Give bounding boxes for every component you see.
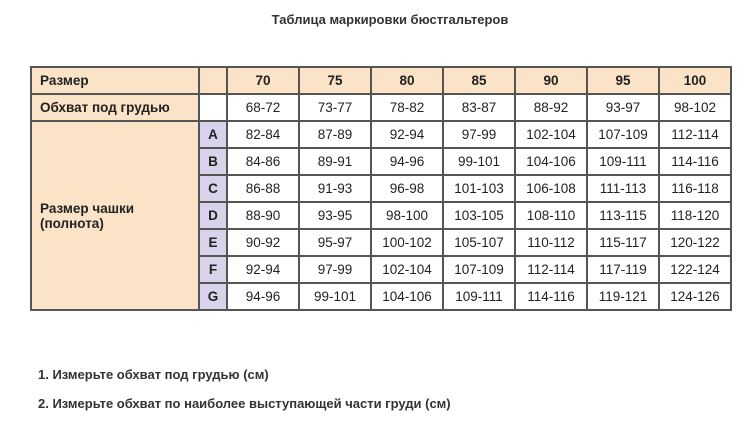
underbust-value: 83-87	[442, 93, 516, 122]
cup-row: Размер чашки (полнота) A 82-84 87-89 92-94 97…	[30, 120, 732, 311]
bra-size-table: Размер 70 75 80 85 90 95 100 Обхват под грудью 68…	[30, 66, 732, 311]
underbust-value: 78-82	[370, 93, 444, 122]
cup-value: 114-116	[658, 147, 732, 176]
cup-value: 122-124	[658, 255, 732, 284]
size-header: 100	[658, 66, 732, 95]
cup-value: 106-108	[514, 174, 588, 203]
cup-value: 120-122	[658, 228, 732, 257]
header-row: Размер 70 75 80 85 90 95 100	[30, 66, 732, 95]
empty-cell	[198, 93, 228, 122]
cup-value: 113-115	[586, 201, 660, 230]
underbust-value: 93-97	[586, 93, 660, 122]
cup-row: E 90-92 95-97 100-102 105-107 110-112 115-117 1…	[31, 228, 732, 257]
cup-value: 92-94	[370, 120, 444, 149]
cup-value: 84-86	[226, 147, 300, 176]
cup-letter: F	[198, 255, 228, 284]
cup-row: G 94-96 99-101 104-106 109-111 114-116 119-121…	[31, 282, 732, 311]
cup-value: 91-93	[298, 174, 372, 203]
underbust-value: 73-77	[298, 93, 372, 122]
cup-value: 105-107	[442, 228, 516, 257]
size-header: 70	[226, 66, 300, 95]
cup-row: C 86-88 91-93 96-98 101-103 106-108 111-113 116…	[31, 174, 732, 203]
cup-row: D 88-90 93-95 98-100 103-105 108-110 113-115 11…	[31, 201, 732, 230]
size-header: 75	[298, 66, 372, 95]
underbust-value: 68-72	[226, 93, 300, 122]
underbust-row: Обхват под грудью 68-72 73-77 78-82 83-87 88-…	[30, 93, 732, 122]
cup-letter: A	[198, 120, 228, 149]
cup-value: 82-84	[226, 120, 300, 149]
cup-letter: D	[198, 201, 228, 230]
size-header: 95	[586, 66, 660, 95]
cup-value: 109-111	[586, 147, 660, 176]
size-header: 85	[442, 66, 516, 95]
cup-value: 97-99	[442, 120, 516, 149]
cup-value: 104-106	[370, 282, 444, 311]
cup-value: 86-88	[226, 174, 300, 203]
cup-row: F 92-94 97-99 102-104 107-109 112-114 117-119 1…	[31, 255, 732, 284]
cup-value: 94-96	[370, 147, 444, 176]
cup-value: 118-120	[658, 201, 732, 230]
cup-value: 101-103	[442, 174, 516, 203]
underbust-value: 98-102	[658, 93, 732, 122]
cup-value: 107-109	[442, 255, 516, 284]
table-title: Таблица маркировки бюстгальтеров	[271, 12, 509, 27]
cup-value: 124-126	[658, 282, 732, 311]
cup-value: 96-98	[370, 174, 444, 203]
cup-value: 100-102	[370, 228, 444, 257]
cup-row: B 84-86 89-91 94-96 99-101 104-106 109-111 114-…	[31, 147, 732, 176]
cup-value: 90-92	[226, 228, 300, 257]
size-label: Размер	[30, 66, 200, 95]
cup-value: 89-91	[298, 147, 372, 176]
cup-value: 117-119	[586, 255, 660, 284]
cup-value: 95-97	[298, 228, 372, 257]
cup-value: 112-114	[514, 255, 588, 284]
cup-value: 99-101	[298, 282, 372, 311]
underbust-value: 88-92	[514, 93, 588, 122]
cup-value: 112-114	[658, 120, 732, 149]
cup-label: Размер чашки (полнота)	[30, 120, 200, 311]
cup-value: 110-112	[514, 228, 588, 257]
cup-letter: B	[198, 147, 228, 176]
cup-letter: E	[198, 228, 228, 257]
cup-value: 116-118	[658, 174, 732, 203]
cup-value: 92-94	[226, 255, 300, 284]
cup-value: 93-95	[298, 201, 372, 230]
cup-value: 97-99	[298, 255, 372, 284]
cup-value: 102-104	[514, 120, 588, 149]
cup-value: 99-101	[442, 147, 516, 176]
cup-value: 114-116	[514, 282, 588, 311]
cup-value: 115-117	[586, 228, 660, 257]
cup-value: 94-96	[226, 282, 300, 311]
cup-value: 119-121	[586, 282, 660, 311]
size-header: 80	[370, 66, 444, 95]
cup-value: 104-106	[514, 147, 588, 176]
cup-value: 108-110	[514, 201, 588, 230]
cup-letter: C	[198, 174, 228, 203]
underbust-label: Обхват под грудью	[30, 93, 200, 122]
cup-value: 88-90	[226, 201, 300, 230]
size-header: 90	[514, 66, 588, 95]
note-2: 2. Измерьте обхват по наиболее выступающ…	[38, 396, 451, 411]
cup-value: 98-100	[370, 201, 444, 230]
cup-value: 103-105	[442, 201, 516, 230]
cup-value: 87-89	[298, 120, 372, 149]
cup-value: 111-113	[586, 174, 660, 203]
cup-letter: G	[198, 282, 228, 311]
cup-value: 109-111	[442, 282, 516, 311]
cup-value: 107-109	[586, 120, 660, 149]
note-1: 1. Измерьте обхват под грудью (см)	[38, 367, 269, 382]
cup-value: 102-104	[370, 255, 444, 284]
empty-cell	[198, 66, 228, 95]
